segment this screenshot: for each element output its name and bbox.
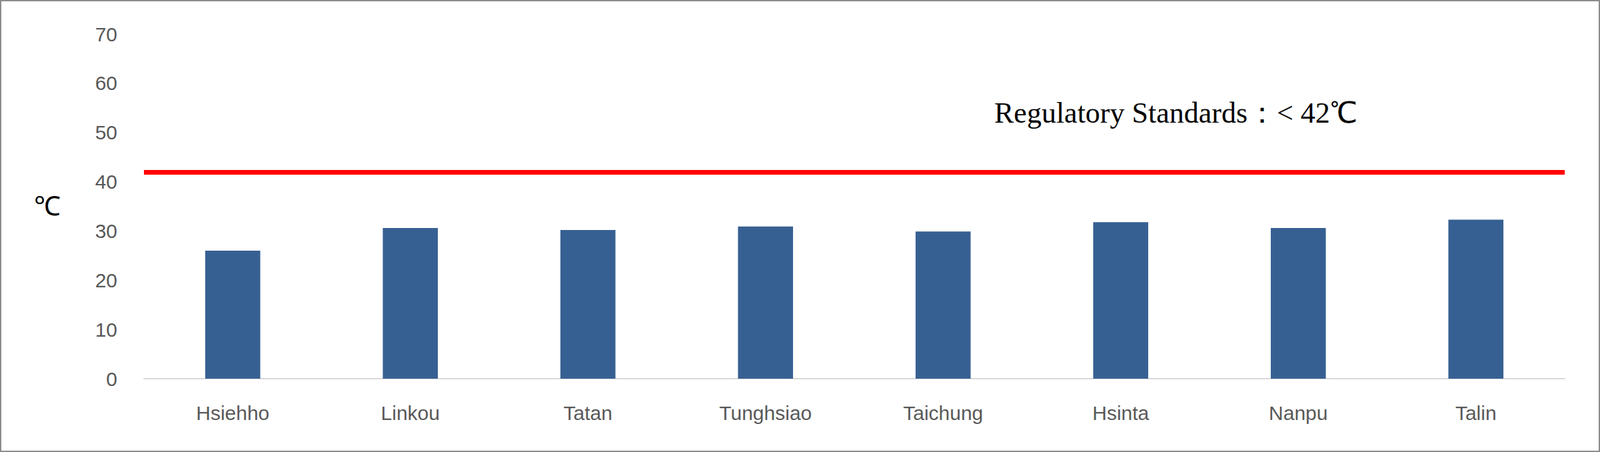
svg-text:Hsinta: Hsinta	[1092, 401, 1149, 424]
svg-text:Tatan: Tatan	[563, 401, 613, 424]
svg-text:Regulatory Standards：< 42℃: Regulatory Standards：< 42℃	[994, 96, 1358, 130]
svg-text:Taichung: Taichung	[902, 401, 983, 424]
svg-text:Hsiehho: Hsiehho	[195, 401, 270, 424]
svg-text:Nanpu: Nanpu	[1268, 401, 1328, 424]
svg-text:Linkou: Linkou	[381, 401, 440, 424]
svg-text:℃: ℃	[33, 191, 61, 222]
svg-text:0: 0	[105, 367, 118, 390]
svg-text:20: 20	[95, 269, 118, 292]
svg-text:40: 40	[95, 170, 118, 193]
svg-text:10: 10	[95, 318, 118, 341]
svg-text:30: 30	[95, 219, 118, 242]
svg-text:Tunghsiao: Tunghsiao	[719, 401, 812, 424]
svg-text:50: 50	[95, 121, 118, 144]
svg-text:60: 60	[95, 71, 118, 94]
svg-text:Talin: Talin	[1455, 401, 1497, 424]
svg-text:70: 70	[95, 23, 118, 46]
